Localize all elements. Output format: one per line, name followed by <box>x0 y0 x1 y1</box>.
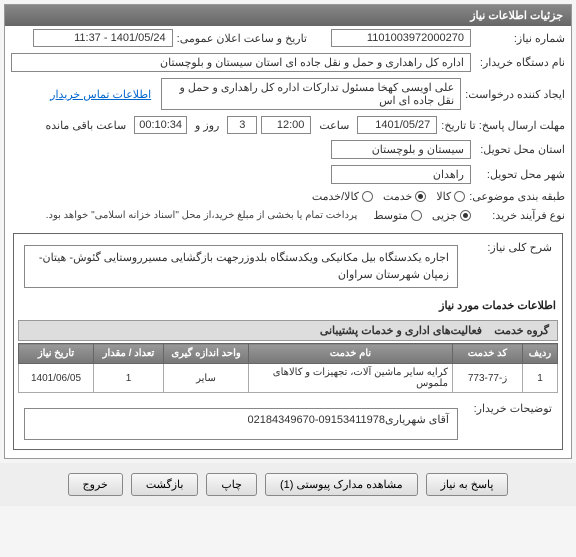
col-row: ردیف <box>523 344 558 364</box>
deadline-date: 1401/05/27 <box>357 116 437 134</box>
row-province: استان محل تحویل: سیستان و بلوچستان <box>5 137 571 162</box>
deadline-time: 12:00 <box>261 116 311 134</box>
comments-label: توضیحات خریدار: <box>462 402 552 415</box>
city-label: شهر محل تحویل: <box>475 168 565 181</box>
cell-name: کرایه سایر ماشین آلات، تجهیزات و کالاهای… <box>249 364 453 393</box>
radio-circle-icon <box>362 191 373 202</box>
type-minor-label: جزیی <box>432 209 457 222</box>
radio-medium[interactable]: متوسط <box>373 209 422 222</box>
respond-button[interactable]: پاسخ به نیاز <box>426 473 509 496</box>
row-city: شهر محل تحویل: راهدان <box>5 162 571 187</box>
class-radio-group: کالا خدمت کالا/خدمت <box>312 190 465 203</box>
countdown-timer: 00:10:34 <box>134 116 187 134</box>
class-both-label: کالا/خدمت <box>312 190 359 203</box>
creator-value: علی اویسی کهخا مسئول تدارکات اداره کل را… <box>161 78 461 110</box>
col-date: تاریخ نیاز <box>19 344 94 364</box>
cell-qty: 1 <box>94 364 164 393</box>
radio-service[interactable]: خدمت <box>383 190 426 203</box>
service-group-row: گروه خدمت فعالیت‌های اداری و خدمات پشتیب… <box>18 320 558 341</box>
province-value: سیستان و بلوچستان <box>331 140 471 159</box>
col-unit: واحد اندازه گیری <box>164 344 249 364</box>
row-classification: طبقه بندی موضوعی: کالا خدمت کالا/خدمت <box>5 187 571 206</box>
cell-unit: سایر <box>164 364 249 393</box>
comments-box: آقای شهریاری09153411978-02184349670 <box>24 408 458 440</box>
button-row: پاسخ به نیاز مشاهده مدارک پیوستی (1) چاپ… <box>0 463 576 506</box>
announce-label: تاریخ و ساعت اعلان عمومی: <box>177 32 307 45</box>
group-value: فعالیت‌های اداری و خدمات پشتیبانی <box>320 325 482 337</box>
row-process-type: نوع فرآیند خرید: جزیی متوسط پرداخت تمام … <box>5 206 571 225</box>
class-service-label: خدمت <box>383 190 412 203</box>
class-label: طبقه بندی موضوعی: <box>469 190 565 203</box>
type-radio-group: جزیی متوسط <box>373 209 471 222</box>
exit-button[interactable]: خروج <box>68 473 123 496</box>
time-label-1: ساعت <box>319 119 349 132</box>
row-description: شرح کلی نیاز: اجاره یکدستگاه بیل مکانیکی… <box>18 238 558 295</box>
row-buyer-org: نام دستگاه خریدار: اداره کل راهداری و حم… <box>5 50 571 75</box>
buyer-org-label: نام دستگاه خریدار: <box>475 56 565 69</box>
col-name: نام خدمت <box>249 344 453 364</box>
attachments-button[interactable]: مشاهده مدارک پیوستی (1) <box>265 473 418 496</box>
remaining-label: ساعت باقی مانده <box>45 119 126 132</box>
days-remaining: 3 <box>227 116 257 134</box>
radio-circle-checked-icon <box>415 191 426 202</box>
announce-value: 1401/05/24 - 11:37 <box>33 29 173 47</box>
radio-circle-icon <box>454 191 465 202</box>
print-button[interactable]: چاپ <box>206 473 257 496</box>
inner-details-panel: شرح کلی نیاز: اجاره یکدستگاه بیل مکانیکی… <box>13 233 563 450</box>
payment-note: پرداخت تمام یا بخشی از مبلغ خرید،از محل … <box>46 210 358 221</box>
req-number-label: شماره نیاز: <box>475 32 565 45</box>
cell-date: 1401/06/05 <box>19 364 94 393</box>
desc-text: اجاره یکدستگاه بیل مکانیکی ویکدستگاه بلد… <box>24 245 458 288</box>
day-and-label: روز و <box>195 119 219 132</box>
row-creator: ایجاد کننده درخواست: علی اویسی کهخا مسئو… <box>5 75 571 113</box>
type-label: نوع فرآیند خرید: <box>475 209 565 222</box>
radio-circle-icon <box>411 210 422 221</box>
cell-row: 1 <box>523 364 558 393</box>
desc-label: شرح کلی نیاز: <box>462 241 552 254</box>
group-title-label: گروه خدمت <box>494 325 549 337</box>
class-goods-label: کالا <box>436 190 451 203</box>
main-panel: جزئیات اطلاعات نیاز شماره نیاز: 11010039… <box>4 4 572 459</box>
panel-title: جزئیات اطلاعات نیاز <box>5 5 571 26</box>
city-value: راهدان <box>331 165 471 184</box>
radio-minor[interactable]: جزیی <box>432 209 471 222</box>
table-row: 1 ز-77-773 کرایه سایر ماشین آلات، تجهیزا… <box>19 364 558 393</box>
services-header: اطلاعات خدمات مورد نیاز <box>18 295 558 316</box>
col-code: کد خدمت <box>453 344 523 364</box>
deadline-label: مهلت ارسال پاسخ: تا تاریخ: <box>441 119 565 132</box>
table-header-row: ردیف کد خدمت نام خدمت واحد اندازه گیری ت… <box>19 344 558 364</box>
radio-goods[interactable]: کالا <box>436 190 465 203</box>
back-button[interactable]: بازگشت <box>131 473 199 496</box>
services-table: ردیف کد خدمت نام خدمت واحد اندازه گیری ت… <box>18 343 558 393</box>
buyer-org-value: اداره کل راهداری و حمل و نقل جاده ای است… <box>11 53 471 72</box>
row-req-number: شماره نیاز: 1101003972000270 تاریخ و ساع… <box>5 26 571 50</box>
cell-code: ز-77-773 <box>453 364 523 393</box>
radio-circle-checked-icon <box>460 210 471 221</box>
req-number-value: 1101003972000270 <box>331 29 471 47</box>
creator-label: ایجاد کننده درخواست: <box>465 88 565 101</box>
province-label: استان محل تحویل: <box>475 143 565 156</box>
row-comments: توضیحات خریدار: آقای شهریاری09153411978-… <box>18 399 558 445</box>
row-deadline: مهلت ارسال پاسخ: تا تاریخ: 1401/05/27 سا… <box>5 113 571 137</box>
contact-link[interactable]: اطلاعات تماس خریدار <box>50 88 151 101</box>
col-qty: تعداد / مقدار <box>94 344 164 364</box>
radio-both[interactable]: کالا/خدمت <box>312 190 373 203</box>
comments-text: آقای شهریاری09153411978-02184349670 <box>248 413 449 435</box>
type-medium-label: متوسط <box>373 209 408 222</box>
